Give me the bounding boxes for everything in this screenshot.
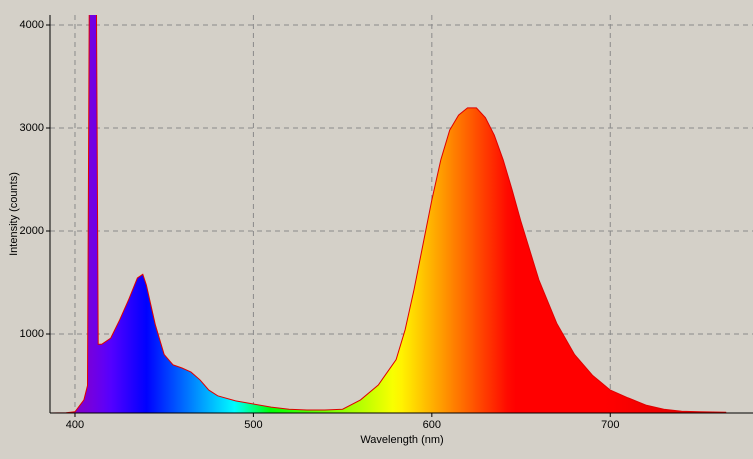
y-tick-label: 3000 <box>20 122 44 134</box>
spectrum-line <box>50 15 727 413</box>
spectrum-area <box>50 15 727 413</box>
x-tick-label: 500 <box>244 419 262 431</box>
y-tick-label: 4000 <box>20 19 44 31</box>
y-tick-label: 2000 <box>20 225 44 237</box>
y-tick-label: 1000 <box>20 328 44 340</box>
x-tick-label: 700 <box>601 419 619 431</box>
y-axis-title: Intensity (counts) <box>8 172 20 256</box>
x-tick-label: 600 <box>423 419 441 431</box>
x-tick-label: 400 <box>66 419 84 431</box>
x-axis-title: Wavelength (nm) <box>360 434 443 446</box>
